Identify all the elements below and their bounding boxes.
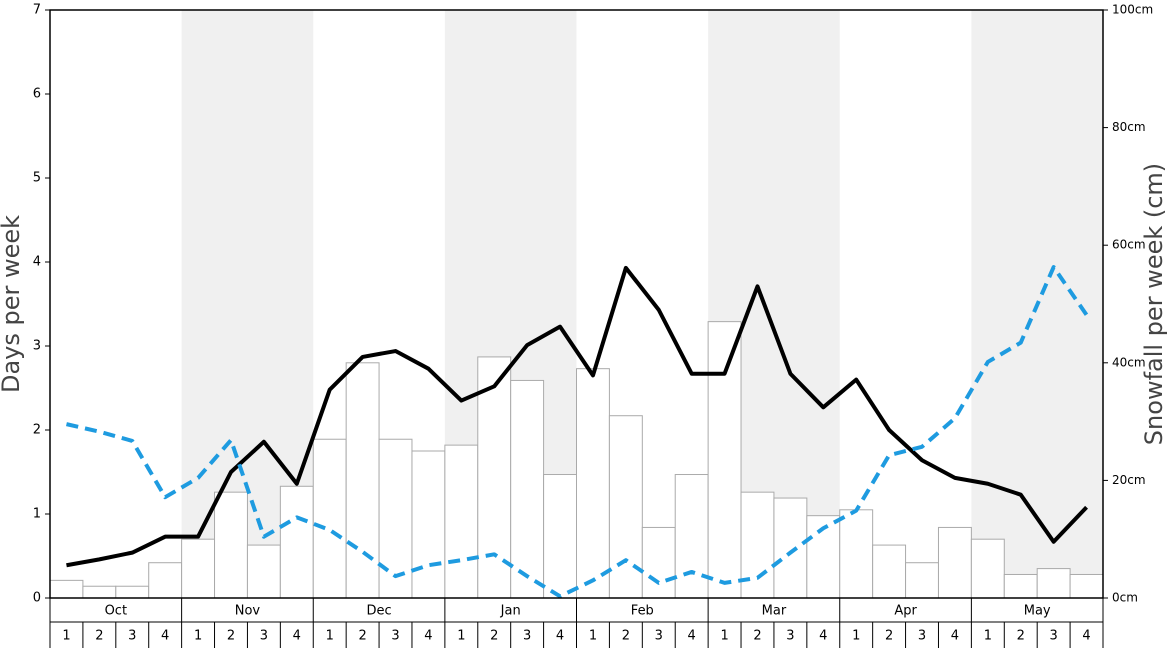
bar [905,562,939,599]
bar [148,562,183,599]
bar [246,544,281,599]
bar [707,321,742,599]
month-label: Nov [235,604,261,619]
week-label: 1 [457,629,465,644]
week-label: 3 [655,629,663,644]
week-label: 2 [227,629,235,644]
week-label: 2 [95,629,103,644]
week-label: 4 [951,629,959,644]
week-label: 1 [984,629,992,644]
week-label: 1 [852,629,860,644]
y-axis-label: Days per week [0,215,25,393]
month-label: Jan [500,604,521,619]
line [66,265,1089,599]
week-label: 3 [1050,629,1058,644]
bar [312,438,347,599]
week-label: 4 [556,629,564,644]
y-tick-label: 2 [33,423,41,438]
bar [970,538,1005,599]
bar [49,579,84,599]
month-label: Dec [366,604,391,619]
y2-tick-label: 80cm [1112,120,1146,134]
y-tick-label: 3 [33,339,41,354]
y-tick-label: 1 [33,507,41,522]
bar [181,538,216,599]
month-label: May [1024,604,1051,619]
week-label: 4 [819,629,827,644]
week-label: 2 [490,629,498,644]
bar [839,509,874,599]
bar [543,474,577,599]
week-label: 4 [424,629,432,644]
y2-tick-label: 60cm [1112,238,1146,252]
bar [115,585,150,599]
month-label: Oct [105,604,127,619]
bar [444,444,479,599]
bar [279,485,314,599]
week-label: 2 [622,629,630,644]
bar [773,497,808,599]
bar [872,544,907,599]
y2-tick-label: 40cm [1112,355,1146,369]
y2-axis-label: Snowfall per week (cm) [1140,163,1168,445]
y-tick-label: 5 [33,171,41,186]
bar [576,368,610,599]
bar [1003,573,1038,599]
bar [378,438,413,599]
week-label: 3 [391,629,399,644]
bar [477,356,512,599]
month-label: Apr [894,604,917,619]
week-label: 2 [358,629,366,644]
y2-tick-label: 0cm [1112,591,1138,605]
bar [1036,568,1071,599]
week-label: 1 [326,629,334,644]
week-label: 4 [293,629,301,644]
y-tick-label: 4 [33,255,41,270]
bar [740,491,775,599]
week-label: 2 [1017,629,1025,644]
bar [510,379,545,599]
bar [345,362,380,599]
bar [411,450,446,599]
week-label: 4 [688,629,696,644]
y-tick-label: 7 [33,3,41,18]
week-label: 1 [589,629,597,644]
week-label: 1 [194,629,202,644]
bar [214,491,248,599]
month-label: Mar [762,604,787,619]
week-label: 1 [62,629,70,644]
week-label: 2 [885,629,893,644]
week-label: 3 [260,629,268,644]
week-label: 1 [720,629,728,644]
bar [937,526,972,599]
week-label: 2 [753,629,761,644]
bar [1069,573,1104,599]
bar [641,526,676,599]
y-tick-label: 6 [33,87,41,102]
week-label: 4 [1082,629,1090,644]
bar [82,585,117,599]
line [66,265,1088,568]
week-label: 3 [918,629,926,644]
bar [608,415,643,599]
y-tick-label: 0 [33,591,41,606]
month-label: Feb [631,604,654,619]
y2-tick-label: 20cm [1112,473,1146,487]
bar [674,474,709,599]
y2-tick-label: 100cm [1112,3,1153,17]
week-label: 3 [523,629,531,644]
week-label: 4 [161,629,169,644]
week-label: 3 [128,629,136,644]
week-label: 3 [786,629,794,644]
